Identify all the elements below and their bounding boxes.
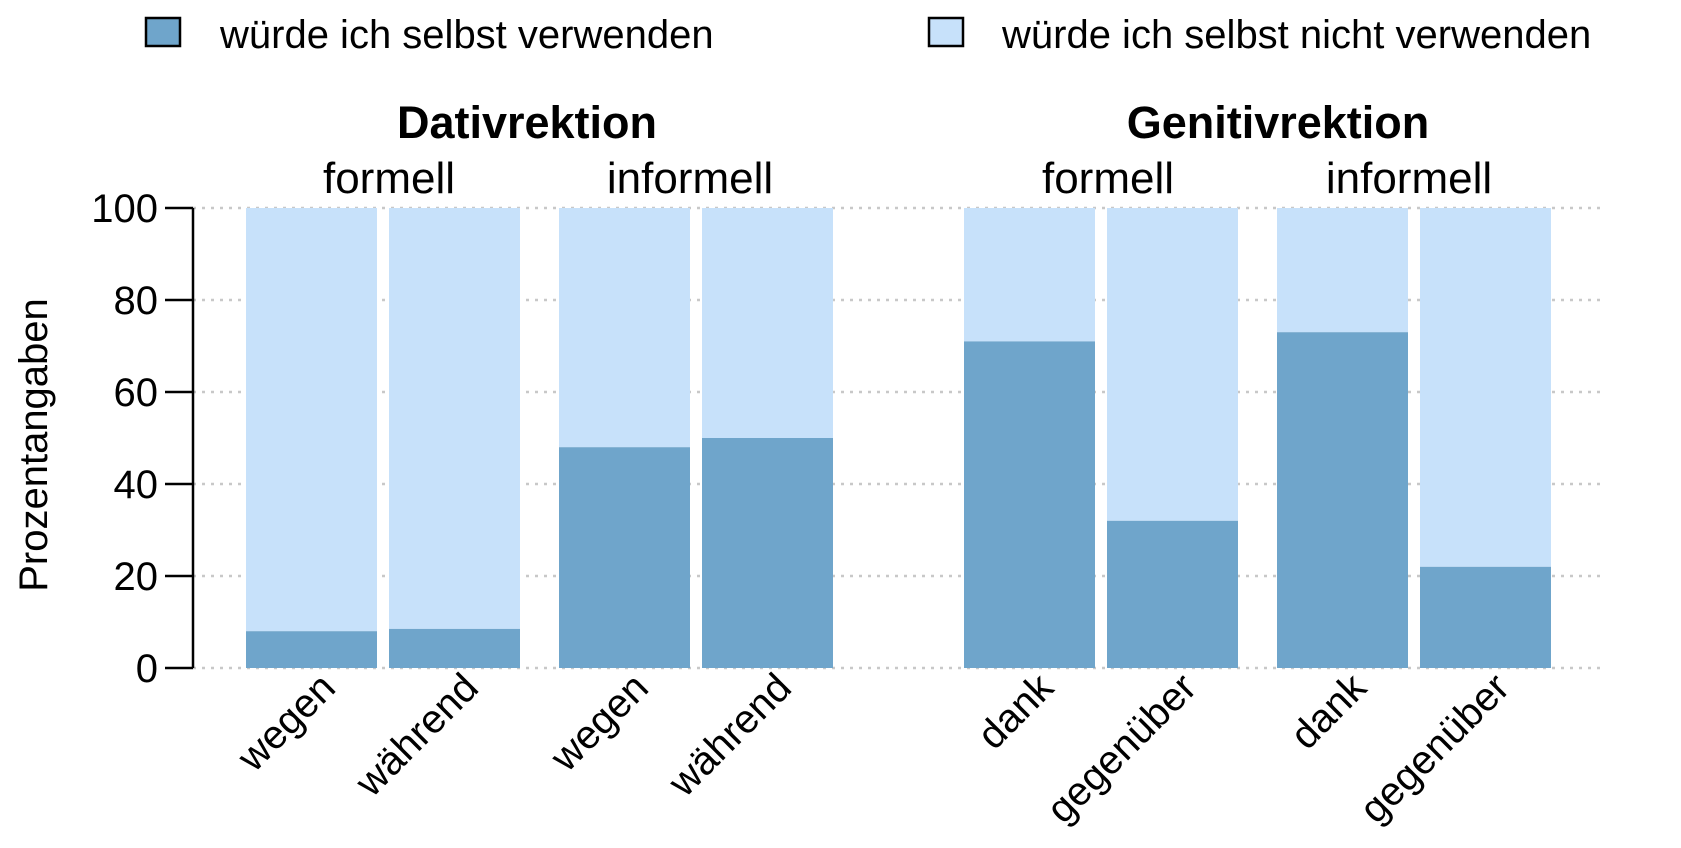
bar-segment-use — [1107, 520, 1238, 668]
y-axis-label: Prozentangaben — [12, 298, 56, 592]
y-tick-label: 40 — [114, 463, 159, 507]
category-label: dank — [969, 665, 1062, 758]
bar-segment-use — [246, 631, 377, 668]
category-label: während — [660, 665, 800, 805]
bar-segment-use — [559, 447, 690, 668]
legend-swatch-not-use — [927, 16, 965, 48]
legend-label-use: würde ich selbst verwenden — [219, 13, 714, 57]
category-label: dank — [1282, 665, 1375, 758]
bar-segment-not-use — [246, 208, 377, 632]
subgroup-title-genitiv-formell: formell — [1042, 154, 1174, 203]
category-label: wegen — [229, 665, 344, 780]
bar-segment-not-use — [559, 208, 690, 448]
subgroup-title-genitiv-informell: informell — [1326, 154, 1492, 203]
bar-segment-use — [964, 341, 1095, 668]
y-tick-label: 0 — [136, 647, 158, 691]
bar-segment-not-use — [964, 208, 1095, 342]
legend-swatch-use — [144, 16, 182, 48]
category-label: gegenüber — [1351, 665, 1517, 831]
legend-label-not-use: würde ich selbst nicht verwenden — [1001, 13, 1591, 57]
bar-segment-not-use — [1107, 208, 1238, 521]
bar-segment-not-use — [1277, 208, 1408, 333]
y-tick-label: 100 — [91, 187, 158, 231]
bars — [246, 208, 1551, 668]
subgroup-title-dativ-formell: formell — [323, 154, 455, 203]
y-tick-label: 60 — [114, 371, 159, 415]
y-tick-label: 20 — [114, 555, 159, 599]
bar-segment-use — [389, 628, 520, 668]
legend: würde ich selbst verwenden würde ich sel… — [144, 13, 1591, 57]
bar-segment-use — [1420, 566, 1551, 668]
category-label: wegen — [542, 665, 657, 780]
bar-segment-not-use — [389, 208, 520, 629]
y-tick-label: 80 — [114, 279, 159, 323]
category-label: während — [347, 665, 487, 805]
bar-segment-not-use — [702, 208, 833, 438]
group-title-genitiv: Genitivrektion — [1127, 97, 1430, 148]
bar-segment-not-use — [1420, 208, 1551, 567]
y-axis: 0 20 40 60 80 100 — [91, 187, 195, 691]
bar-segment-use — [1277, 332, 1408, 668]
group-title-dativ: Dativrektion — [397, 97, 657, 148]
category-label: gegenüber — [1038, 665, 1204, 831]
bar-segment-use — [702, 438, 833, 668]
subgroup-title-dativ-informell: informell — [607, 154, 773, 203]
